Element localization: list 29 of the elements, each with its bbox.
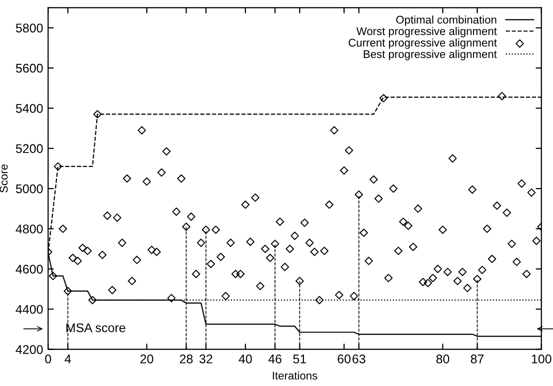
x-tick-label: 60 (338, 354, 351, 364)
x-tick-label: 28 (180, 354, 193, 364)
x-tick-label: 46 (268, 354, 282, 364)
x-tick-label: 0 (45, 354, 52, 364)
y-tick-label: 5600 (16, 64, 43, 73)
y-axis-title: Score (0, 164, 8, 193)
x-tick-label: 20 (140, 354, 154, 364)
x-tick-label: 40 (238, 354, 252, 364)
y-tick-label: 4800 (16, 224, 43, 234)
y-tick-label: 5000 (16, 184, 43, 194)
legend-label: Best progressive alignment (364, 50, 497, 60)
y-tick-label: 5400 (16, 104, 43, 113)
x-tick-label: 87 (470, 354, 484, 364)
x-tick-label: 32 (199, 354, 212, 364)
x-tick-label: 51 (293, 354, 306, 364)
legend-label: Optimal combination (396, 16, 496, 26)
annotation: MSA score (66, 323, 126, 332)
y-tick-label: 5800 (16, 24, 43, 32)
y-tick-label: 4200 (16, 345, 43, 354)
x-tick-label: 63 (352, 354, 366, 364)
x-tick-label: 80 (436, 354, 450, 364)
y-tick-label: 4400 (16, 304, 43, 314)
y-tick-label: 5200 (16, 144, 43, 154)
y-tick-label: 4600 (16, 264, 43, 274)
x-tick-label: 4 (64, 354, 71, 364)
legend-label: Worst progressive alignment (356, 26, 497, 38)
x-axis-title: Iterations (272, 371, 318, 380)
legend-label: Current progressive alignment (348, 38, 497, 49)
x-tick-label: 100 (532, 354, 552, 364)
